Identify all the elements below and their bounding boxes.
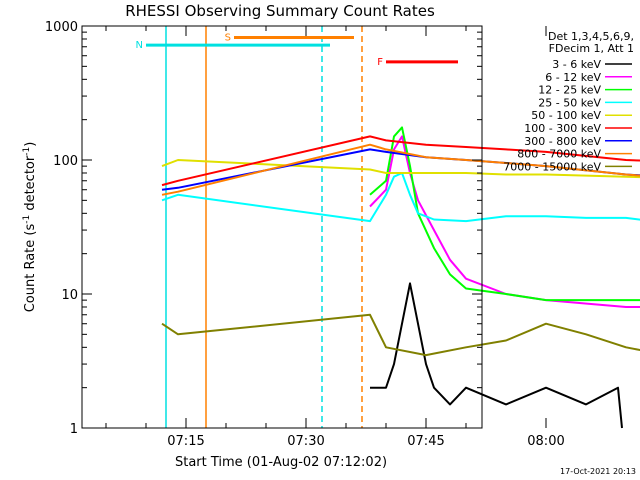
y-tick-label: 1000	[45, 20, 78, 35]
y-axis-label-end: )	[23, 142, 38, 147]
x-axis-label: Start Time (01-Aug-02 07:12:02)	[175, 455, 387, 470]
legend-label-3-6-kev: 3 - 6 keV	[552, 58, 601, 71]
series-line-6-12-kev	[369, 135, 640, 308]
plot-frame	[81, 25, 483, 429]
y-axis-label: Count Rate (s-1 detector-1)	[22, 142, 38, 313]
y-axis-label-sup2: -1	[22, 147, 32, 156]
legend-header-line-1: Det 1,3,4,5,6,9,	[548, 30, 634, 43]
y-tick-label: 100	[53, 154, 78, 169]
flag-label-n: N	[136, 40, 143, 51]
y-axis-label-main: Count Rate (s	[23, 224, 38, 313]
legend-label-100-300-kev: 100 - 300 keV	[524, 122, 601, 135]
legend-header-line-2: FDecim 1, Att 1	[549, 42, 634, 55]
flag-label-s: S	[225, 33, 231, 44]
series-line-7000-15000-kev	[161, 313, 640, 357]
series-line-3-6-kev	[370, 282, 623, 429]
plot-area: S N F	[136, 26, 640, 429]
legend-label-800-7000-kev: 800 - 7000 keV	[517, 148, 601, 161]
legend-label-25-50-kev: 25 - 50 keV	[538, 96, 601, 109]
chart-title: RHESSI Observing Summary Count Rates	[125, 2, 435, 20]
x-tick-label: 08:00	[527, 434, 564, 449]
series-line-50-100-kev	[161, 159, 640, 179]
flag-label-f: F	[377, 57, 383, 68]
footer-timestamp: 17-Oct-2021 20:13	[560, 467, 636, 476]
y-axis-label-mid: detector	[23, 155, 38, 215]
legend: Det 1,3,4,5,6,9, FDecim 1, Att 1 3 - 6 k…	[503, 30, 634, 173]
series-line-12-25-kev	[369, 126, 640, 302]
legend-label-6-12-kev: 6 - 12 keV	[545, 71, 601, 84]
series-line-800-7000-kev	[161, 143, 640, 196]
series-line-25-50-kev	[161, 172, 640, 223]
y-tick-label: 1	[70, 422, 78, 437]
y-axis-label-sup1: -1	[22, 215, 32, 224]
legend-label-12-25-kev: 12 - 25 keV	[538, 84, 601, 97]
series-line-100-300-kev	[161, 135, 640, 187]
legend-label-50-100-kev: 50 - 100 keV	[531, 109, 601, 122]
legend-label-300-800-kev: 300 - 800 keV	[524, 135, 601, 148]
x-tick-label: 07:30	[287, 434, 324, 449]
y-tick-label: 10	[61, 288, 78, 303]
legend-label-7000-15000-kev: 7000 - 15000 keV	[503, 160, 601, 173]
y-axis: 1 10 100 1000	[45, 20, 482, 437]
x-tick-label: 07:15	[167, 434, 204, 449]
x-tick-label: 07:45	[407, 434, 444, 449]
